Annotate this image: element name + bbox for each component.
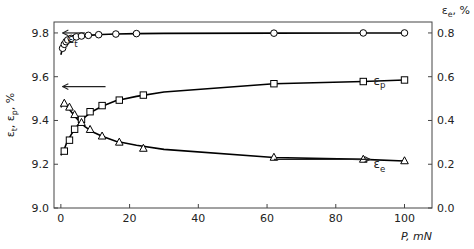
- text-part: , %: [453, 4, 470, 17]
- x-tick: [198, 204, 199, 208]
- y-tick: [54, 208, 58, 209]
- y2-tick: [428, 76, 432, 77]
- text-part: , ε: [4, 115, 17, 128]
- x-tick: [335, 204, 336, 208]
- series-marker: [66, 103, 74, 110]
- x-tick-label: 0: [57, 212, 64, 225]
- series-marker: [116, 97, 122, 103]
- arrow: [63, 86, 106, 87]
- x-tick: [267, 204, 268, 208]
- series-marker: [66, 137, 72, 143]
- series-marker: [401, 30, 408, 37]
- curve-label: εe: [374, 157, 386, 174]
- series-marker: [78, 118, 86, 125]
- series-marker: [113, 31, 120, 38]
- y2-tick-label: 0.2: [437, 158, 455, 171]
- series-marker: [61, 99, 69, 106]
- curve-label: εp: [374, 74, 386, 91]
- series-marker: [271, 81, 277, 87]
- x-tick: [129, 204, 130, 208]
- curve-label: εt: [68, 32, 79, 49]
- x-tick-label: 40: [191, 212, 205, 225]
- series-marker: [271, 30, 278, 37]
- series-marker: [71, 126, 77, 132]
- series-marker: [78, 33, 85, 40]
- x-axis-label: P, mN: [401, 230, 432, 243]
- plot-area: [59, 30, 408, 164]
- series-marker: [61, 148, 67, 154]
- series-marker: [140, 92, 146, 98]
- series-marker: [95, 31, 102, 38]
- y2-tick-label: 0.8: [437, 27, 455, 40]
- y-tick: [54, 32, 58, 33]
- y-tick-label: 9.0: [32, 202, 50, 215]
- y-tick: [54, 164, 58, 165]
- series-marker: [85, 32, 92, 39]
- series-marker: [99, 102, 105, 108]
- series-line: [61, 80, 405, 155]
- series-marker: [140, 144, 148, 151]
- x-tick-label: 20: [123, 212, 137, 225]
- series-marker: [98, 132, 106, 139]
- x-tick-label: 100: [394, 212, 415, 225]
- y2-tick: [428, 120, 432, 121]
- series-marker: [360, 78, 366, 84]
- text-part: , %: [4, 93, 17, 110]
- y2-tick-label: 0.0: [437, 202, 455, 215]
- y2-tick: [428, 208, 432, 209]
- x-tick-label: 80: [329, 212, 343, 225]
- x-tick-label: 60: [260, 212, 274, 225]
- chart: 0 20 40 60 80 100 9.0 9.2 9.4 9.6 9.8 0.0 0.2 0.4 0.6 0…: [0, 0, 474, 249]
- text-part: P, mN: [401, 230, 432, 243]
- series-marker: [401, 157, 409, 164]
- series-line: [61, 33, 405, 55]
- y-tick: [54, 120, 58, 121]
- y-tick-label: 9.6: [32, 71, 50, 84]
- y-tick: [54, 76, 58, 77]
- y-tick-label: 9.8: [32, 27, 50, 40]
- arrow: [274, 159, 370, 160]
- series-marker: [360, 30, 367, 37]
- series-marker: [401, 77, 407, 83]
- series-marker: [133, 30, 140, 37]
- series-marker: [87, 109, 93, 115]
- x-tick: [60, 204, 61, 208]
- y2-tick-label: 0.4: [437, 114, 455, 127]
- series-line: [61, 103, 405, 161]
- series-marker: [359, 155, 367, 162]
- plot-frame: [54, 22, 432, 208]
- y-tick-label: 9.2: [32, 158, 50, 171]
- y-tick-label: 9.4: [32, 114, 50, 127]
- y2-tick: [428, 164, 432, 165]
- text-subscript: t: [74, 39, 78, 49]
- y2-axis-label: εe, %: [442, 4, 470, 19]
- series-marker: [86, 125, 94, 132]
- series-marker: [71, 111, 79, 118]
- y-axis-label: εt, εp, %: [4, 93, 19, 138]
- text-subscript: e: [380, 164, 385, 174]
- text-subscript: p: [380, 80, 385, 90]
- x-tick: [404, 204, 405, 208]
- y2-tick-label: 0.6: [437, 71, 455, 84]
- axes: 0 20 40 60 80 100 9.0 9.2 9.4 9.6 9.8 0.0 0.2 0.4 0.6 0…: [32, 27, 455, 225]
- y2-tick: [428, 32, 432, 33]
- series-marker: [115, 138, 123, 145]
